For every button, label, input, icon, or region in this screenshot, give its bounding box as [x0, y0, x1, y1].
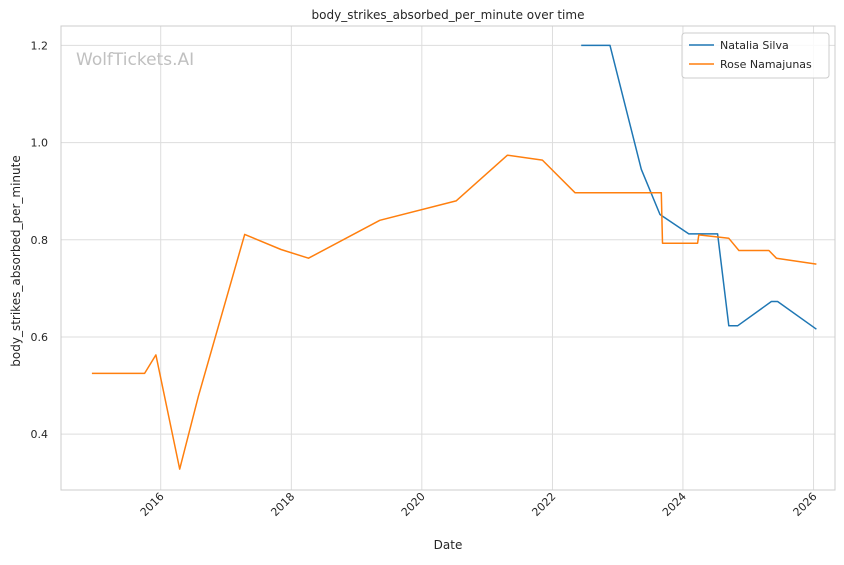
data-point-rose-namajunas-11 — [542, 159, 544, 161]
data-point-natalia-silva-2 — [641, 169, 643, 171]
data-point-rose-namajunas-8 — [379, 220, 381, 222]
data-point-natalia-silva-0 — [580, 45, 582, 47]
data-point-rose-namajunas-7 — [308, 257, 310, 259]
chart-title: body_strikes_absorbed_per_minute over ti… — [312, 8, 585, 22]
data-point-rose-namajunas-21 — [816, 263, 818, 265]
data-point-natalia-silva-1 — [609, 45, 611, 47]
data-point-rose-namajunas-3 — [179, 468, 181, 470]
y-axis-label: body_strikes_absorbed_per_minute — [9, 155, 23, 366]
data-point-rose-namajunas-12 — [574, 192, 576, 194]
data-point-rose-namajunas-9 — [455, 200, 457, 202]
y-tick-label-1.2: 1.2 — [31, 39, 49, 52]
data-point-natalia-silva-6 — [728, 325, 730, 327]
y-tick-label-1.0: 1.0 — [31, 137, 49, 150]
data-point-rose-namajunas-19 — [768, 250, 770, 252]
plot-frame — [60, 25, 836, 491]
data-point-natalia-silva-7 — [737, 325, 739, 327]
data-point-rose-namajunas-4 — [198, 395, 200, 397]
data-point-rose-namajunas-13 — [661, 192, 663, 194]
data-point-natalia-silva-8 — [771, 301, 773, 303]
data-point-rose-namajunas-1 — [144, 373, 146, 375]
data-point-rose-namajunas-0 — [91, 373, 93, 375]
legend-label-natalia-silva: Natalia Silva — [720, 39, 789, 52]
legend: Natalia Silva Rose Namajunas — [681, 32, 830, 79]
y-tick-label-0.6: 0.6 — [31, 331, 49, 344]
data-point-rose-namajunas-20 — [776, 257, 778, 259]
series-line-rose-namajunas — [91, 154, 817, 470]
data-point-rose-namajunas-5 — [244, 234, 246, 236]
data-point-rose-namajunas-2 — [155, 354, 157, 356]
y-tick-labels: 0.4 0.6 0.8 1.0 1.2 — [31, 39, 49, 441]
data-point-rose-namajunas-15 — [697, 242, 699, 244]
data-point-natalia-silva-10 — [816, 328, 818, 330]
data-point-natalia-silva-4 — [688, 233, 690, 235]
legend-label-rose-namajunas: Rose Namajunas — [720, 58, 812, 71]
data-point-rose-namajunas-17 — [728, 238, 730, 240]
data-point-rose-namajunas-18 — [738, 250, 740, 252]
legend-frame — [681, 32, 830, 79]
series-lines — [91, 44, 818, 470]
data-point-rose-namajunas-16 — [698, 234, 700, 236]
series-line-natalia-silva — [581, 44, 817, 330]
data-point-natalia-silva-9 — [777, 301, 779, 303]
data-point-rose-namajunas-14 — [662, 242, 664, 244]
data-point-natalia-silva-3 — [659, 214, 661, 216]
watermark: WolfTickets.AI — [76, 50, 194, 70]
x-axis-label: Date — [434, 538, 463, 552]
data-point-rose-namajunas-6 — [280, 249, 282, 251]
y-tick-label-0.8: 0.8 — [31, 234, 49, 247]
data-point-natalia-silva-5 — [717, 233, 719, 235]
y-tick-label-0.4: 0.4 — [31, 428, 49, 441]
data-point-rose-namajunas-10 — [507, 154, 509, 156]
